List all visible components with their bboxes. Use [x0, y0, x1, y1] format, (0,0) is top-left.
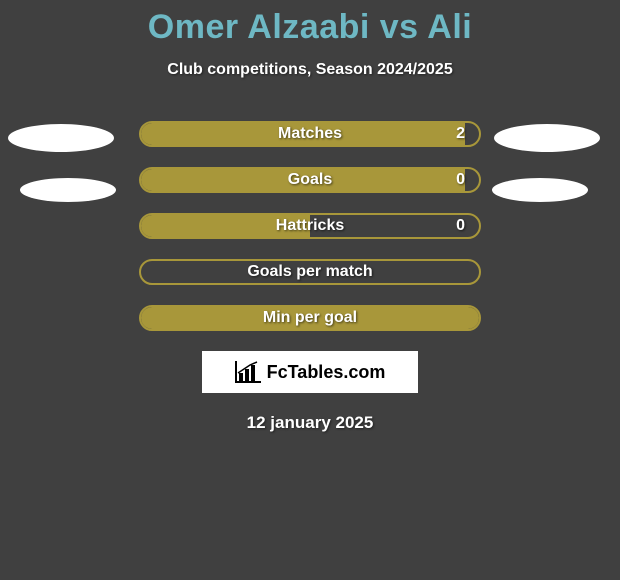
page-title: Omer Alzaabi vs Ali: [0, 0, 620, 47]
stat-value: 0: [456, 171, 465, 189]
stat-row-hattricks: Hattricks 0: [139, 213, 481, 239]
stat-label: Hattricks: [276, 217, 344, 235]
stat-label: Matches: [278, 125, 342, 143]
brand-box: FcTables.com: [202, 351, 418, 393]
brand-text: FcTables.com: [267, 362, 386, 383]
stat-label: Goals: [288, 171, 332, 189]
right-decor-group: [494, 124, 600, 228]
stat-row-goals: Goals 0: [139, 167, 481, 193]
chart-bars-icon: [235, 361, 261, 383]
stat-row-goals-per-match: Goals per match: [139, 259, 481, 285]
stat-label: Min per goal: [263, 309, 357, 327]
decor-ellipse: [494, 124, 600, 152]
stat-value: 0: [456, 217, 465, 235]
stat-row-min-per-goal: Min per goal: [139, 305, 481, 331]
footer-date: 12 january 2025: [0, 413, 620, 433]
stat-value: 2: [456, 125, 465, 143]
decor-ellipse: [8, 124, 114, 152]
page-subtitle: Club competitions, Season 2024/2025: [0, 61, 620, 79]
decor-ellipse: [492, 178, 588, 202]
decor-ellipse: [20, 178, 116, 202]
stat-row-matches: Matches 2: [139, 121, 481, 147]
left-decor-group: [8, 124, 116, 228]
stat-label: Goals per match: [247, 263, 372, 281]
